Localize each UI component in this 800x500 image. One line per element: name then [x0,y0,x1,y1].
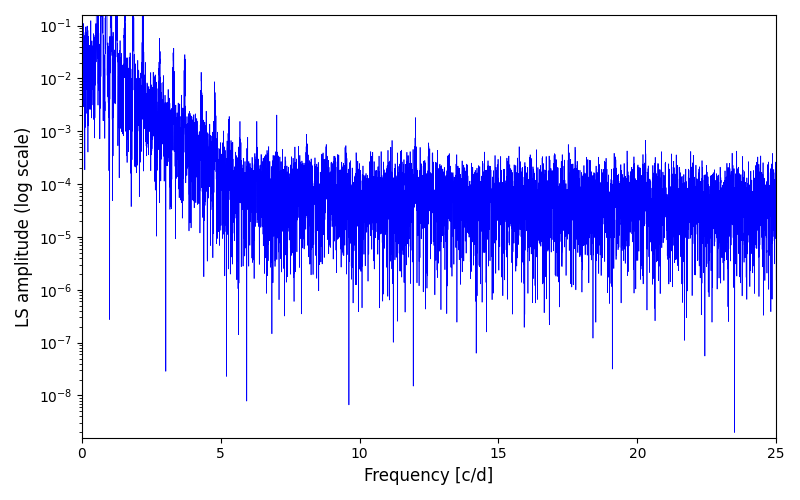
X-axis label: Frequency [c/d]: Frequency [c/d] [364,467,494,485]
Y-axis label: LS amplitude (log scale): LS amplitude (log scale) [15,126,33,326]
